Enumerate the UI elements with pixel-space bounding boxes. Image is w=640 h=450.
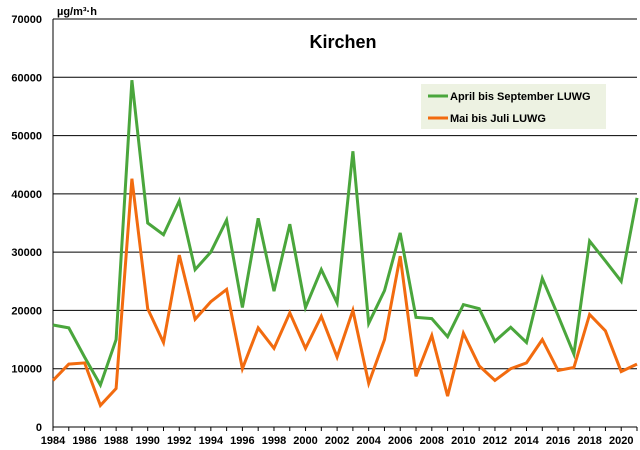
x-tick-label: 2010 — [451, 435, 475, 447]
x-tick-label: 2012 — [483, 435, 507, 447]
axes — [52, 19, 638, 431]
legend-label-april-september: April bis September LUWG — [450, 91, 591, 103]
x-tick-label: 1996 — [230, 435, 254, 447]
x-tick-label: 1990 — [135, 435, 159, 447]
x-tick-label: 1986 — [72, 435, 96, 447]
y-tick-label: 0 — [36, 422, 42, 434]
x-tick-label: 2008 — [420, 435, 444, 447]
tick-labels: 0 10000 20000 30000 40000 50000 60000 70000 1984… — [11, 14, 633, 447]
y-tick-label: 30000 — [11, 247, 42, 259]
x-tick-label: 2016 — [546, 435, 570, 447]
x-tick-label: 1992 — [167, 435, 191, 447]
x-tick-label: 2006 — [388, 435, 412, 447]
x-tick-label: 2018 — [577, 435, 601, 447]
x-tick-label: 2002 — [325, 435, 349, 447]
y-tick-label: 10000 — [11, 364, 42, 376]
y-tick-label: 50000 — [11, 131, 42, 143]
x-tick-label: 1984 — [41, 435, 66, 447]
x-tick-label: 2020 — [609, 435, 633, 447]
y-tick-label: 20000 — [11, 305, 42, 317]
chart-title: Kirchen — [309, 32, 376, 52]
x-tick-label: 1998 — [262, 435, 286, 447]
gridlines — [53, 18, 637, 370]
x-tick-label: 1994 — [199, 435, 224, 447]
y-tick-label: 40000 — [11, 189, 42, 201]
x-tick-label: 1988 — [104, 435, 128, 447]
series-lines — [51, 80, 639, 409]
x-tick-label: 2004 — [356, 435, 381, 447]
series-line-0 — [52, 80, 639, 389]
x-tick-label: 2014 — [514, 435, 539, 447]
y-tick-label: 70000 — [11, 14, 42, 26]
legend: April bis September LUWG Mai bis Juli LU… — [421, 84, 606, 129]
legend-label-mai-juli: Mai bis Juli LUWG — [450, 113, 546, 125]
legend-background — [421, 84, 606, 129]
series-line-1 — [51, 178, 638, 409]
y-axis-unit-label: µg/m³·h — [57, 6, 97, 18]
x-tick-label: 2000 — [293, 435, 317, 447]
y-tick-label: 60000 — [11, 72, 42, 84]
